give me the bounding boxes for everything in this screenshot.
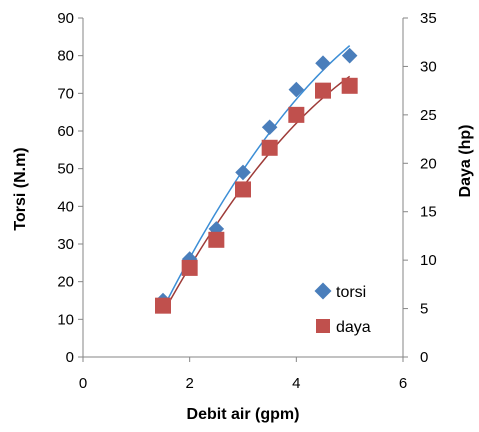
y-right-tick-label: 30 xyxy=(420,58,437,75)
point-daya xyxy=(155,297,171,314)
point-torsi xyxy=(261,119,278,136)
y-right-tick-label: 0 xyxy=(420,349,428,366)
y-left-tick-label: 20 xyxy=(57,274,74,291)
y-left-tick-label: 90 xyxy=(57,10,74,27)
y-left-tick-label: 70 xyxy=(57,85,74,102)
x-tick-label: 2 xyxy=(185,375,193,392)
legend-marker-daya xyxy=(316,319,330,333)
y-right-tick-label: 15 xyxy=(420,204,437,221)
y-right-tick-label: 5 xyxy=(420,301,428,318)
legend: torsi daya xyxy=(314,282,371,336)
point-daya xyxy=(261,139,278,156)
y-right-tick-label: 10 xyxy=(420,252,437,269)
y-left-tick-label: 80 xyxy=(57,48,74,65)
point-daya xyxy=(181,259,198,276)
y-left-tick-label: 40 xyxy=(57,198,74,215)
x-axis-title: Debit air (gpm) xyxy=(187,406,300,423)
point-daya xyxy=(315,82,331,99)
legend-item-torsi: torsi xyxy=(314,282,366,301)
y-left-tick-label: 10 xyxy=(57,311,74,328)
y-left-tick-label: 30 xyxy=(57,236,74,253)
legend-label-daya: daya xyxy=(336,319,371,336)
legend-marker-torsi xyxy=(314,282,332,300)
legend-label-torsi: torsi xyxy=(336,284,366,301)
x-tick-label: 0 xyxy=(79,375,87,392)
axes xyxy=(82,18,404,358)
trendline-torsi xyxy=(162,45,351,310)
y-left-tick-label: 60 xyxy=(57,123,74,140)
point-torsi xyxy=(235,164,251,181)
points xyxy=(155,47,358,314)
x-tick-label: 4 xyxy=(292,375,300,392)
legend-item-daya: daya xyxy=(316,319,371,336)
point-daya xyxy=(208,231,225,248)
ticks: 0 10 20 30 40 50 60 70 80 90 0 5 10 15 20 25 30 35 0 2 4 6 xyxy=(57,10,436,392)
y-left-tick-label: 50 xyxy=(57,161,74,178)
trendline-daya xyxy=(162,75,351,314)
y-left-tick-label: 0 xyxy=(66,349,74,366)
y-right-tick-label: 20 xyxy=(420,155,437,172)
point-daya xyxy=(235,181,251,198)
point-daya xyxy=(341,77,358,94)
y-right-tick-label: 25 xyxy=(420,107,437,124)
point-torsi xyxy=(288,81,305,98)
y-axis-right-title: Daya (hp) xyxy=(457,125,474,198)
point-daya xyxy=(288,106,305,123)
x-tick-label: 6 xyxy=(399,375,407,392)
point-torsi xyxy=(315,55,331,71)
y-axis-left-title: Torsi (N.m) xyxy=(12,147,29,230)
y-right-tick-label: 35 xyxy=(420,10,437,27)
